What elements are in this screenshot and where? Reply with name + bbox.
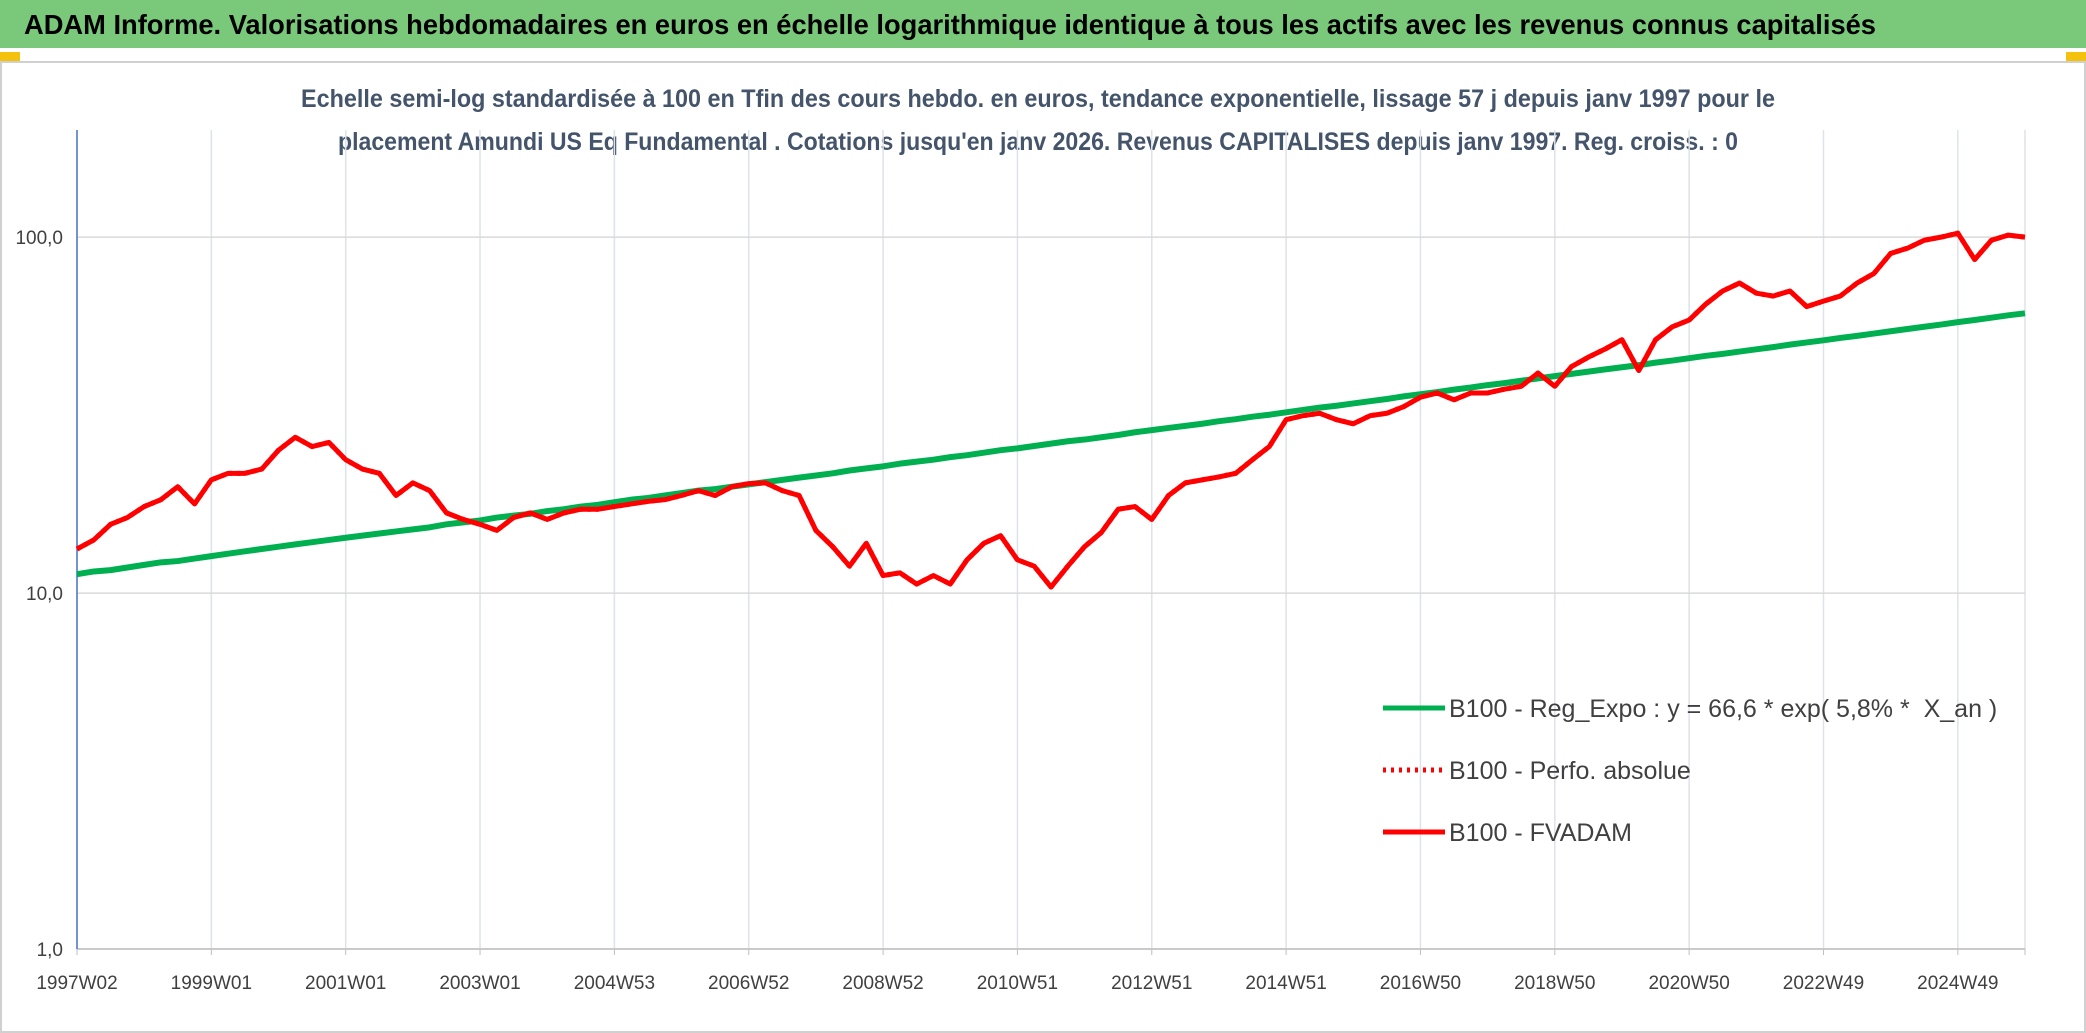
- legend-label: B100 - Perfo. absolue: [1449, 757, 1691, 785]
- series-line: [76, 310, 2026, 578]
- chart-title: placement Amundi US Eq Fundamental . Cot…: [338, 128, 1738, 156]
- x-tick-label: 2018W50: [1514, 973, 1595, 994]
- legend-label: B100 - Reg_Expo : y = 66,6 * exp( 5,8% *…: [1449, 695, 1997, 723]
- x-tick-label: 2016W50: [1380, 973, 1461, 994]
- y-tick-label: 10,0: [26, 584, 63, 605]
- series-line: [75, 230, 2026, 590]
- x-tick-label: 1997W02: [36, 973, 117, 994]
- x-tick-label: 2024W49: [1917, 973, 1998, 994]
- x-tick-label: 2022W49: [1783, 973, 1864, 994]
- x-tick-label: 1999W01: [171, 973, 252, 994]
- x-tick-label: 2003W01: [439, 973, 520, 994]
- corner-mark: [0, 52, 20, 62]
- chart-title: Echelle semi-log standardisée à 100 en T…: [301, 85, 1775, 113]
- header-bar: [0, 0, 2086, 48]
- x-tick-label: 2001W01: [305, 973, 386, 994]
- corner-mark: [2066, 52, 2086, 62]
- x-tick-label: 2012W51: [1111, 973, 1192, 994]
- x-tick-label: 2014W51: [1245, 973, 1326, 994]
- header-title: ADAM Informe. Valorisations hebdomadaire…: [24, 9, 1876, 40]
- y-tick-label: 100,0: [15, 228, 63, 249]
- x-tick-label: 2010W51: [977, 973, 1058, 994]
- x-tick-label: 2004W53: [574, 973, 655, 994]
- x-tick-label: 2006W52: [708, 973, 789, 994]
- chart-frame: [0, 61, 2086, 1033]
- x-tick-label: 2008W52: [842, 973, 923, 994]
- y-tick-label: 1,0: [37, 940, 63, 961]
- x-tick-label: 2020W50: [1648, 973, 1729, 994]
- legend-label: B100 - FVADAM: [1449, 819, 1632, 847]
